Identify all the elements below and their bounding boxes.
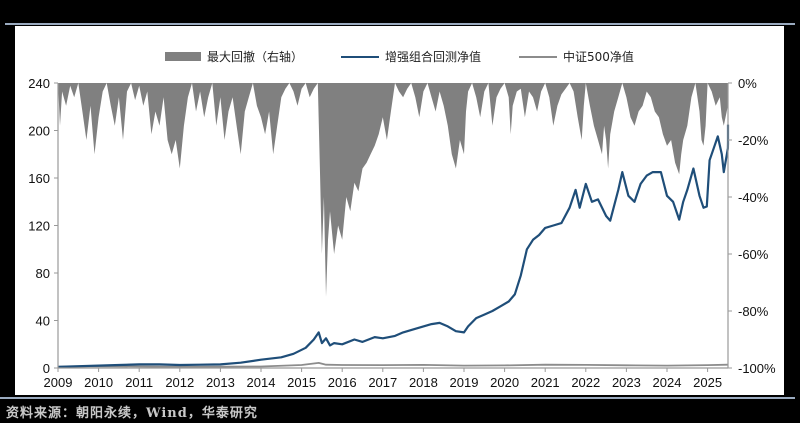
chart-legend: 最大回撤（右轴） 增强组合回测净值 中证500净值 <box>165 48 672 65</box>
legend-swatch-area <box>165 52 201 61</box>
y-tick-left: 40 <box>36 314 50 329</box>
x-tick: 2010 <box>84 375 113 390</box>
legend-item-csi500: 中证500净值 <box>519 48 634 65</box>
legend-item-drawdown: 最大回撤（右轴） <box>165 48 303 65</box>
y-tick-left: 200 <box>28 124 50 139</box>
legend-label: 中证500净值 <box>563 50 634 64</box>
x-tick: 2015 <box>287 375 316 390</box>
axes: 0 40 80 120 160 200 240 0% -20% -40% -60% -80% -100%… <box>28 76 776 390</box>
x-tick: 2016 <box>328 375 357 390</box>
x-tick: 2024 <box>653 375 682 390</box>
y-tick-left: 0 <box>43 361 50 376</box>
y-tick-right: -80% <box>738 304 769 319</box>
x-tick: 2018 <box>409 375 438 390</box>
y-tick-right: -40% <box>738 190 769 205</box>
drawdown-area-path <box>58 83 728 297</box>
series-line <box>57 124 730 368</box>
x-tick: 2014 <box>247 375 276 390</box>
drawdown-area <box>58 83 728 297</box>
x-tick: 2009 <box>44 375 73 390</box>
y-tick-right: -100% <box>738 361 776 376</box>
y-tick-right: -20% <box>738 133 769 148</box>
x-tick: 2020 <box>490 375 519 390</box>
y-tick-right: -60% <box>738 247 769 262</box>
series-lines <box>57 124 730 368</box>
series-line <box>57 362 729 368</box>
legend-label: 增强组合回测净值 <box>385 50 482 64</box>
top-rule <box>5 23 795 25</box>
y-tick-left: 240 <box>28 76 50 91</box>
x-tick: 2011 <box>125 375 153 390</box>
y-tick-left: 120 <box>28 219 50 234</box>
y-tick-right: 0% <box>738 76 757 91</box>
legend-label: 最大回撤（右轴） <box>207 50 304 64</box>
x-tick: 2023 <box>612 375 641 390</box>
x-tick: 2012 <box>165 375 194 390</box>
x-tick: 2019 <box>450 375 479 390</box>
x-tick: 2025 <box>693 375 722 390</box>
x-tick: 2013 <box>206 375 235 390</box>
x-tick: 2017 <box>368 375 397 390</box>
bottom-rule <box>0 397 795 399</box>
legend-swatch-line <box>341 55 380 58</box>
y-tick-left: 160 <box>28 171 50 186</box>
x-tick: 2021 <box>531 375 560 390</box>
legend-swatch-line <box>519 55 558 58</box>
x-tick: 2022 <box>571 375 600 390</box>
source-note: 资料来源：朝阳永续，Wind，华泰研究 <box>6 406 258 421</box>
legend-item-enhanced: 增强组合回测净值 <box>341 48 481 65</box>
y-tick-left: 80 <box>36 266 50 281</box>
